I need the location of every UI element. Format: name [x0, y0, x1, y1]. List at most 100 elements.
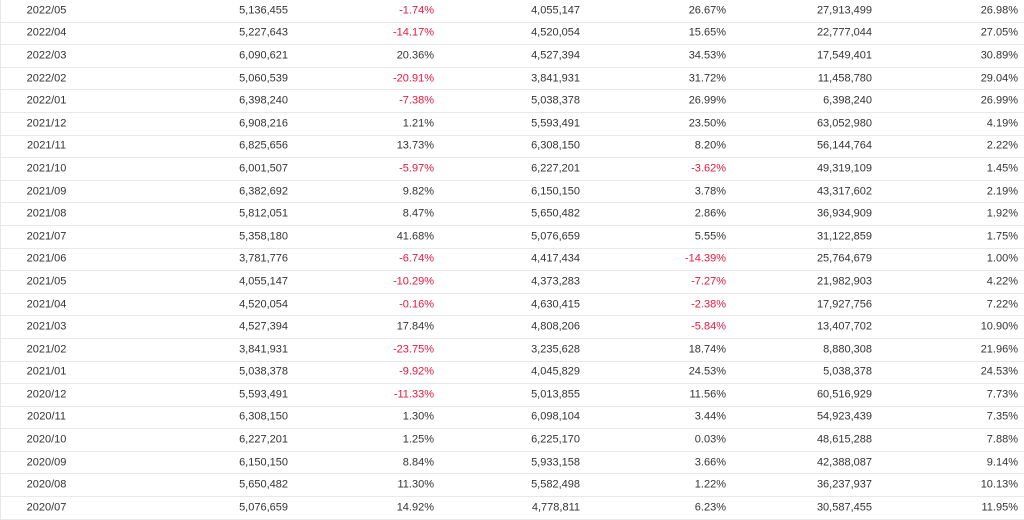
month-cell: 2021/10 — [26, 162, 67, 175]
monthly-revenue-cell: 6,398,240 — [239, 94, 288, 107]
month-cell: 2022/01 — [26, 94, 67, 107]
month-cell: 2022/04 — [26, 26, 67, 39]
last-year-revenue-cell: 4,520,054 — [531, 26, 580, 39]
month-cell: 2021/09 — [26, 185, 67, 198]
table-row: 2021/11 6,825,656 13.73% 6,308,150 8.20% 56,1… — [0, 136, 1024, 159]
table-row: 2021/03 4,527,394 17.84% 4,808,206 -5.84% 13,… — [0, 316, 1024, 339]
cumulative-revenue-cell: 31,122,859 — [816, 230, 872, 243]
last-year-revenue-cell: 4,417,434 — [531, 252, 580, 265]
monthly-revenue-cell: 3,841,931 — [239, 343, 288, 356]
yoy-change-cell: 5.55% — [694, 230, 726, 243]
mom-change-cell: -9.92% — [399, 365, 434, 378]
mom-change-cell: -6.74% — [399, 252, 434, 265]
mom-change-cell: 14.92% — [396, 501, 434, 514]
monthly-revenue-cell: 5,060,539 — [239, 72, 288, 85]
yoy-change-cell: 23.50% — [688, 117, 726, 130]
mom-change-cell: -14.17% — [393, 26, 434, 39]
mom-change-cell: 9.82% — [402, 185, 434, 198]
cumulative-yoy-cell: 11.95% — [981, 501, 1019, 514]
mom-change-cell: 20.36% — [396, 49, 434, 62]
table-row: 2021/10 6,001,507 -5.97% 6,227,201 -3.62% 49,… — [0, 158, 1024, 181]
table-row: 2021/01 5,038,378 -9.92% 4,045,829 24.53% 5,0… — [0, 362, 1024, 385]
yoy-change-cell: 26.67% — [688, 4, 726, 17]
cumulative-revenue-cell: 6,398,240 — [823, 94, 872, 107]
cumulative-revenue-cell: 8,880,308 — [823, 343, 872, 356]
cumulative-yoy-cell: 1.92% — [986, 207, 1018, 220]
monthly-revenue-cell: 6,227,201 — [239, 433, 288, 446]
month-cell: 2021/07 — [26, 230, 67, 243]
table-row: 2021/12 6,908,216 1.21% 5,593,491 23.50% 63,0… — [0, 113, 1024, 136]
table-row: 2020/07 5,076,659 14.92% 4,778,811 6.23% 30,5… — [0, 497, 1024, 520]
mom-change-cell: 1.21% — [402, 117, 434, 130]
month-cell: 2021/03 — [26, 320, 67, 333]
table-row: 2020/12 5,593,491 -11.33% 5,013,855 11.56% 60… — [0, 384, 1024, 407]
yoy-change-cell: -5.84% — [691, 320, 726, 333]
cumulative-revenue-cell: 27,913,499 — [816, 4, 872, 17]
month-cell: 2022/05 — [26, 4, 67, 17]
mom-change-cell: -11.33% — [393, 388, 434, 401]
monthly-revenue-cell: 5,227,643 — [239, 26, 288, 39]
cumulative-revenue-cell: 21,982,903 — [816, 275, 872, 288]
mom-change-cell: 1.30% — [402, 410, 434, 423]
last-year-revenue-cell: 5,933,158 — [531, 456, 580, 469]
month-cell: 2021/04 — [26, 298, 67, 311]
monthly-revenue-cell: 5,076,659 — [239, 501, 288, 514]
month-cell: 2021/06 — [26, 252, 67, 265]
yoy-change-cell: 8.20% — [694, 139, 726, 152]
month-cell: 2020/07 — [26, 501, 67, 514]
last-year-revenue-cell: 4,527,394 — [531, 49, 580, 62]
month-cell: 2020/09 — [26, 456, 67, 469]
month-cell: 2021/08 — [26, 207, 67, 220]
cumulative-yoy-cell: 4.22% — [986, 275, 1018, 288]
monthly-revenue-cell: 6,001,507 — [239, 162, 288, 175]
month-cell: 2020/12 — [26, 388, 67, 401]
month-cell: 2020/08 — [26, 478, 67, 491]
cumulative-yoy-cell: 7.22% — [986, 298, 1018, 311]
last-year-revenue-cell: 5,013,855 — [531, 388, 580, 401]
last-year-revenue-cell: 4,630,415 — [531, 298, 580, 311]
cumulative-yoy-cell: 24.53% — [980, 365, 1018, 378]
table-row: 2020/10 6,227,201 1.25% 6,225,170 0.03% 48,61… — [0, 429, 1024, 452]
cumulative-yoy-cell: 27.05% — [980, 26, 1018, 39]
mom-change-cell: -0.16% — [399, 298, 434, 311]
month-cell: 2021/12 — [26, 117, 67, 130]
cumulative-revenue-cell: 5,038,378 — [823, 365, 872, 378]
yoy-change-cell: 6.23% — [694, 501, 726, 514]
month-cell: 2022/03 — [26, 49, 67, 62]
last-year-revenue-cell: 4,055,147 — [531, 4, 580, 17]
yoy-change-cell: 2.86% — [694, 207, 726, 220]
last-year-revenue-cell: 3,235,628 — [531, 343, 580, 356]
mom-change-cell: 8.47% — [402, 207, 434, 220]
monthly-revenue-cell: 6,382,692 — [239, 185, 288, 198]
cumulative-yoy-cell: 1.45% — [986, 162, 1018, 175]
mom-change-cell: -20.91% — [393, 72, 434, 85]
last-year-revenue-cell: 6,150,150 — [531, 185, 580, 198]
table-left-border — [0, 0, 1, 520]
month-cell: 2020/10 — [26, 433, 67, 446]
yoy-change-cell: 11.56% — [689, 388, 727, 401]
table-row: 2021/08 5,812,051 8.47% 5,650,482 2.86% 36,93… — [0, 203, 1024, 226]
last-year-revenue-cell: 6,308,150 — [531, 139, 580, 152]
mom-change-cell: -1.74% — [399, 4, 434, 17]
month-cell: 2021/11 — [27, 139, 66, 152]
month-cell: 2021/05 — [26, 275, 67, 288]
yoy-change-cell: 31.72% — [688, 72, 726, 85]
monthly-revenue-cell: 6,308,150 — [239, 410, 288, 423]
cumulative-revenue-cell: 42,388,087 — [816, 456, 872, 469]
table-row: 2020/09 6,150,150 8.84% 5,933,158 3.66% 42,38… — [0, 452, 1024, 475]
cumulative-revenue-cell: 13,407,702 — [816, 320, 872, 333]
last-year-revenue-cell: 4,045,829 — [531, 365, 580, 378]
monthly-revenue-cell: 6,908,216 — [239, 117, 288, 130]
table-row: 2021/09 6,382,692 9.82% 6,150,150 3.78% 43,31… — [0, 181, 1024, 204]
cumulative-yoy-cell: 7.35% — [986, 410, 1018, 423]
last-year-revenue-cell: 6,225,170 — [531, 433, 580, 446]
cumulative-revenue-cell: 63,052,980 — [816, 117, 872, 130]
yoy-change-cell: 3.44% — [694, 410, 726, 423]
cumulative-revenue-cell: 22,777,044 — [816, 26, 872, 39]
last-year-revenue-cell: 4,808,206 — [531, 320, 580, 333]
table-row: 2022/01 6,398,240 -7.38% 5,038,378 26.99% 6,3… — [0, 90, 1024, 113]
yoy-change-cell: 18.74% — [688, 343, 726, 356]
table-row: 2021/05 4,055,147 -10.29% 4,373,283 -7.27% 21… — [0, 271, 1024, 294]
table-row: 2020/08 5,650,482 11.30% 5,582,498 1.22% 36,2… — [0, 474, 1024, 498]
mom-change-cell: 13.73% — [396, 139, 434, 152]
